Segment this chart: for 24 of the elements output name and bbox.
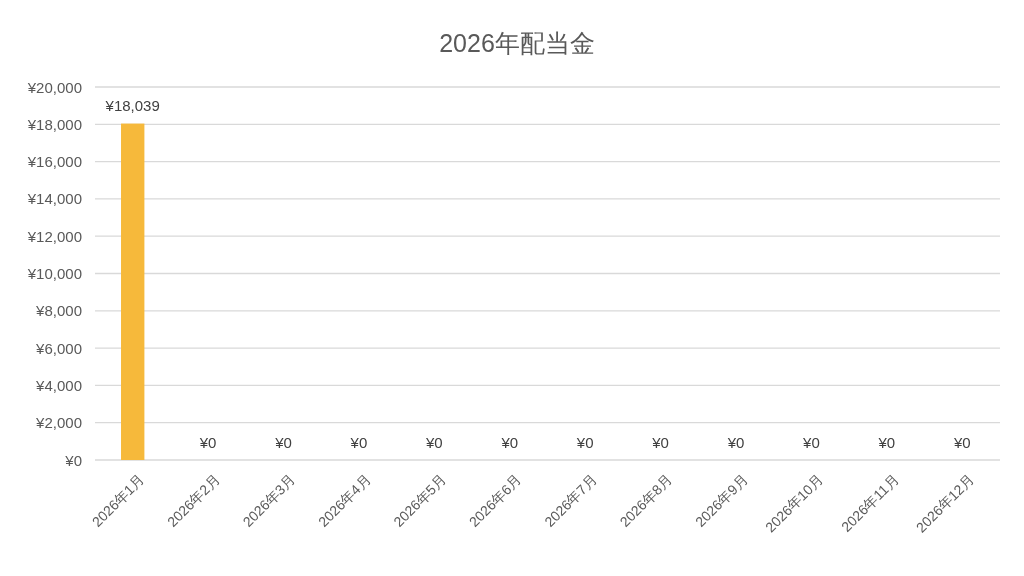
- data-label: ¥0: [877, 433, 896, 451]
- data-label: ¥0: [802, 433, 820, 451]
- y-tick-label: ¥12,000: [26, 227, 82, 245]
- y-tick-label: ¥20,000: [26, 78, 82, 96]
- data-label: ¥18,039: [104, 97, 160, 115]
- data-label: ¥0: [500, 433, 519, 451]
- data-label: ¥0: [952, 433, 971, 451]
- y-tick-label: ¥4,000: [35, 376, 82, 394]
- y-tick-label: ¥10,000: [26, 265, 82, 282]
- chart-title: 2026年配当金: [439, 29, 595, 57]
- y-tick-label: ¥6,000: [35, 339, 82, 357]
- data-label: ¥0: [274, 433, 292, 451]
- y-tick-label: ¥8,000: [35, 302, 82, 320]
- data-label: ¥0: [198, 433, 217, 451]
- y-tick-label: ¥0: [64, 451, 82, 469]
- y-tick-label: ¥14,000: [26, 190, 82, 208]
- data-label: ¥0: [726, 433, 745, 451]
- data-label: ¥0: [575, 433, 594, 451]
- data-label: ¥0: [651, 433, 669, 451]
- data-label: ¥0: [349, 433, 368, 451]
- y-tick-label: ¥16,000: [26, 153, 82, 171]
- y-tick-label: ¥18,000: [26, 115, 82, 133]
- data-label: ¥0: [425, 433, 443, 451]
- y-tick-label: ¥2,000: [35, 414, 82, 432]
